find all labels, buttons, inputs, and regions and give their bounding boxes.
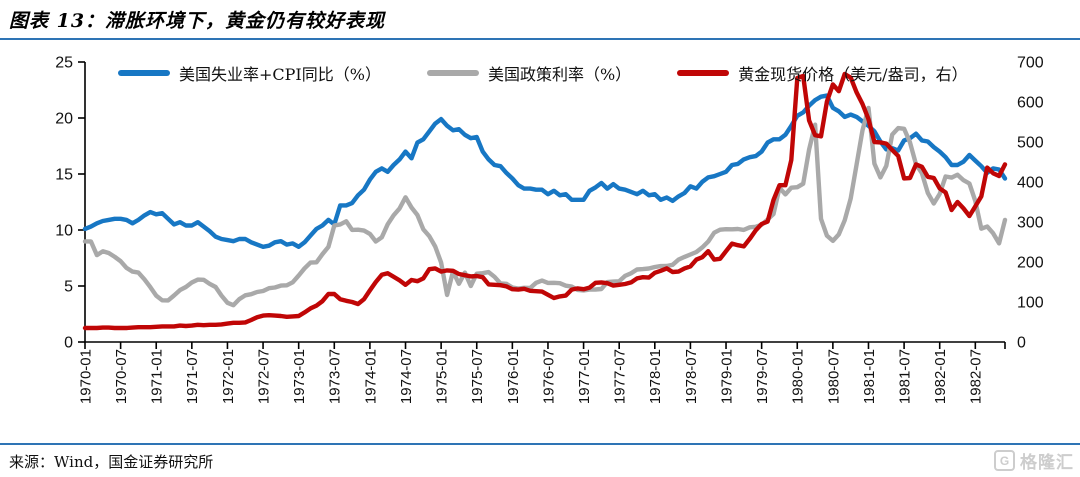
line-unemployment_cpi: [82, 93, 1008, 250]
line-policy_rate: [82, 105, 1008, 308]
right-axis-tick-label: 0: [1017, 335, 1026, 352]
left-axis-tick-label: 20: [55, 111, 73, 128]
x-tick-label: 1977-07: [612, 349, 629, 404]
legend-label: 美国政策利率（%）: [487, 65, 632, 84]
right-axis-tick-label: 300: [1017, 215, 1044, 232]
x-tick-label: 1976-07: [540, 349, 557, 404]
legend-line-swatch: [426, 70, 479, 76]
x-tick-label: 1980-07: [825, 349, 842, 404]
left-axis-tick-label: 15: [55, 167, 73, 184]
x-tick-label: 1978-01: [647, 349, 664, 404]
legend-item-policy_rate: 美国政策利率（%）: [426, 61, 632, 85]
left-axis-tick-label: 25: [55, 55, 73, 72]
x-tick-label: 1980-01: [790, 349, 807, 404]
right-axis-tick-label: 200: [1017, 255, 1044, 272]
x-tick-label: 1974-07: [398, 349, 415, 404]
line-gold_price: [82, 71, 1008, 331]
x-tick-label: 1972-01: [220, 349, 237, 404]
watermark-label: 格隆汇: [1020, 453, 1074, 473]
x-tick-label: 1970-01: [77, 349, 94, 404]
x-tick-label: 1972-07: [255, 349, 272, 404]
x-tick-label: 1982-07: [968, 349, 985, 404]
title-divider-rule: [0, 38, 1080, 40]
legend-line-swatch: [118, 70, 170, 76]
source-note: 来源：Wind，国金证券研究所: [9, 453, 214, 471]
x-tick-label: 1979-01: [718, 349, 735, 404]
x-tick-label: 1970-07: [113, 349, 130, 404]
legend-label: 美国失业率+CPI同比（%）: [179, 65, 381, 84]
x-tick-label: 1971-01: [149, 349, 166, 404]
left-axis-tick-label: 0: [64, 335, 73, 352]
x-tick-label: 1974-01: [362, 349, 379, 404]
footer-divider-rule: [0, 443, 1080, 445]
legend-label: 黄金现货价格（美元/盎司，右）: [738, 65, 968, 84]
x-tick-label: 1981-07: [896, 349, 913, 404]
left-axis-tick-label: 10: [55, 223, 73, 240]
legend-line-swatch: [677, 70, 730, 76]
gelonghui-logo-icon: G: [994, 450, 1015, 471]
watermark: G 格隆汇: [994, 448, 1074, 473]
right-axis-tick-label: 100: [1017, 295, 1044, 312]
page-title: 图表 13：滞胀环境下，黄金仍有较好表现: [9, 10, 386, 32]
x-tick-label: 1978-07: [683, 349, 700, 404]
x-tick-label: 1977-01: [576, 349, 593, 404]
x-tick-label: 1973-01: [291, 349, 308, 404]
right-axis-tick-label: 700: [1017, 55, 1044, 72]
x-tick-label: 1973-07: [327, 349, 344, 404]
legend-item-gold_price: 黄金现货价格（美元/盎司，右）: [677, 61, 968, 85]
x-tick-label: 1981-01: [861, 349, 878, 404]
x-tick-label: 1975-01: [434, 349, 451, 404]
x-tick-label: 1975-07: [469, 349, 486, 404]
x-tick-label: 1982-01: [932, 349, 949, 404]
x-tick-label: 1971-07: [184, 349, 201, 404]
right-axis-tick-label: 400: [1017, 175, 1044, 192]
right-axis-tick-label: 500: [1017, 135, 1044, 152]
x-tick-label: 1979-07: [754, 349, 771, 404]
legend-item-unemployment_cpi: 美国失业率+CPI同比（%）: [118, 61, 381, 85]
x-tick-label: 1976-01: [505, 349, 522, 404]
right-axis-tick-label: 600: [1017, 95, 1044, 112]
left-axis-tick-label: 5: [64, 279, 73, 296]
chart-legend: 美国失业率+CPI同比（%） 美国政策利率（%） 黄金现货价格（美元/盎司，右）: [118, 61, 968, 85]
